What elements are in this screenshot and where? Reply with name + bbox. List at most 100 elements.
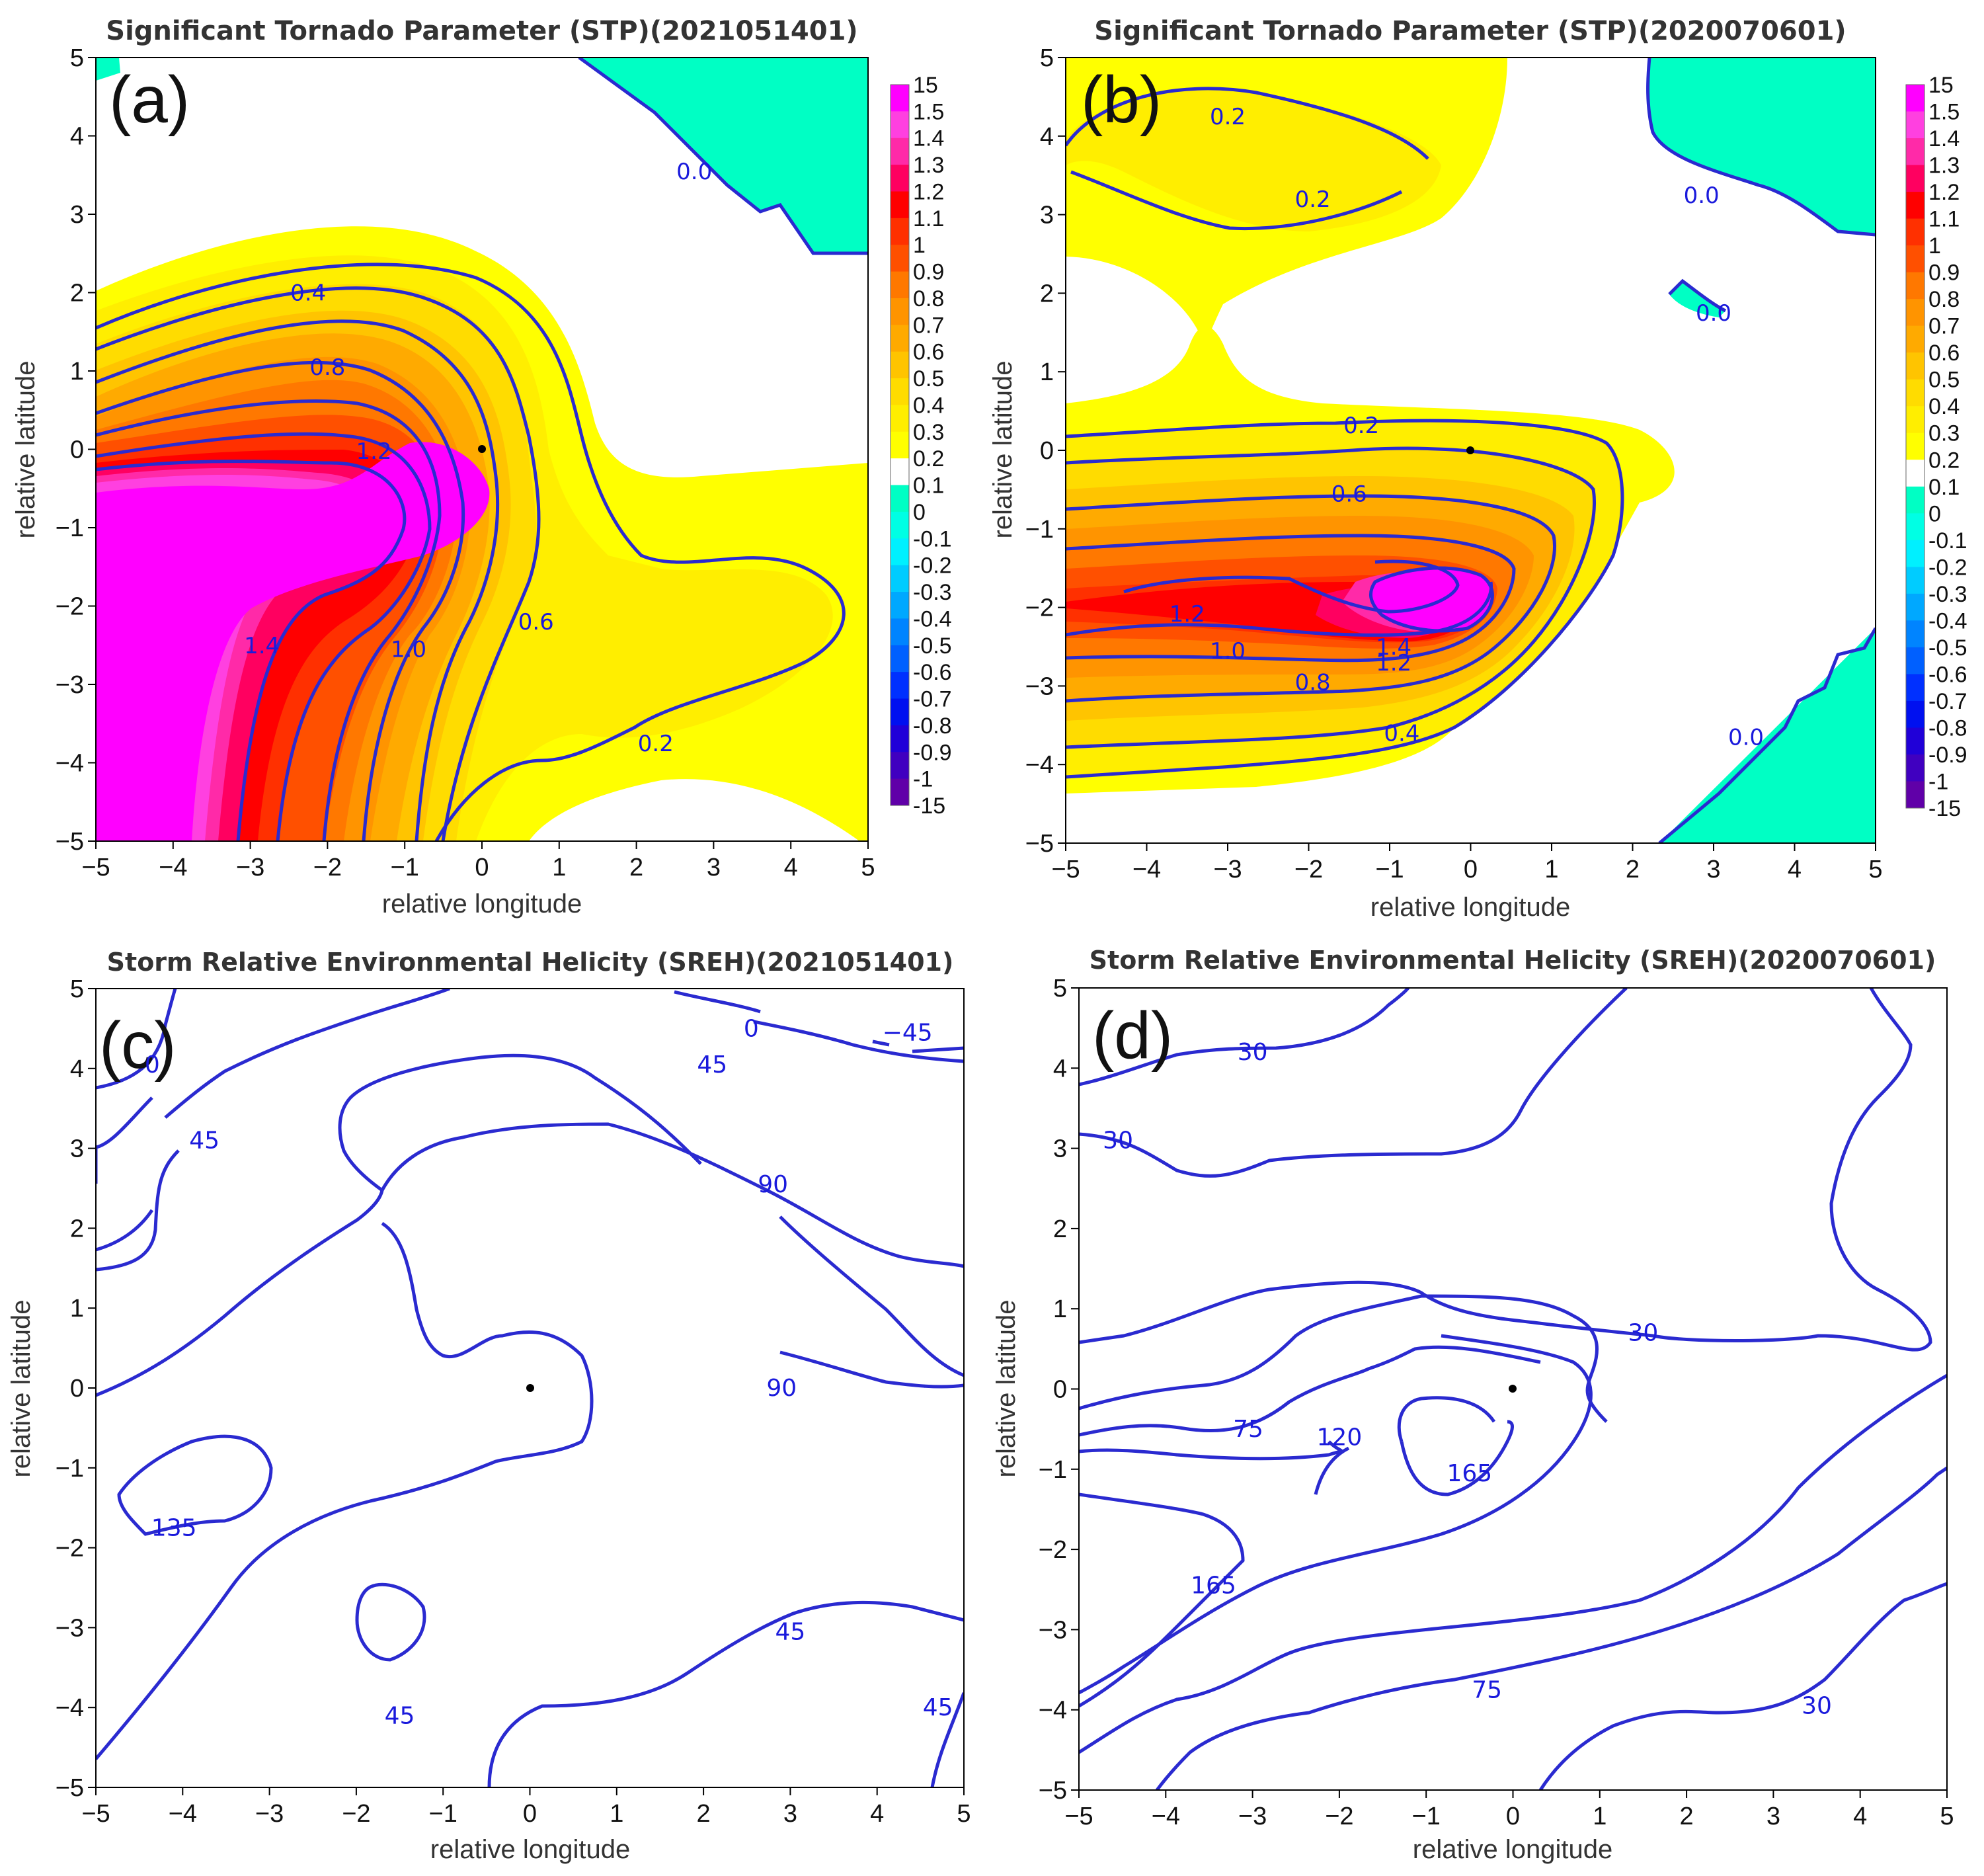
colorbar-swatch [1906,85,1924,112]
y-tick-label: 1 [70,358,84,386]
colorbar-label: 0 [913,500,926,525]
y-tick-label: −5 [1039,1777,1067,1805]
y-tick-label: 3 [70,201,84,229]
colorbar-swatch [1906,299,1924,327]
colorbar-swatch [1906,540,1924,567]
panel-c-contours [96,989,964,1787]
y-tick-label: −2 [56,1535,84,1563]
x-tick-label: 2 [697,1800,711,1828]
colorbar-label: 0.6 [1928,341,1960,366]
colorbar-swatch [1906,325,1924,353]
contour-label: 75 [1472,1676,1502,1703]
colorbar-swatch [891,405,909,432]
x-tick-label: −3 [1213,856,1242,883]
y-tick-label: −3 [1039,1616,1067,1644]
panel-b-storm-center [1466,446,1474,454]
x-tick-label: −2 [342,1800,370,1828]
x-tick-label: 3 [707,854,721,881]
y-tick-label: 1 [70,1295,84,1323]
colorbar-label: -0.1 [913,526,952,551]
panel-c-letter: (c) [99,1008,177,1082]
colorbar-label: -0.3 [1928,582,1967,607]
x-tick-label: 1 [610,1800,623,1828]
y-tick-label: −5 [56,828,84,856]
y-tick-label: −1 [1025,516,1054,544]
x-tick-label: 5 [861,854,875,881]
panel-b: Significant Tornado Parameter (STP)(2020… [988,16,1883,922]
x-tick-label: −4 [1132,856,1161,883]
x-tick-label: −3 [236,854,264,881]
contour-label: 0 [145,1051,160,1079]
colorbar-swatch [1906,218,1924,246]
contour-label: 0.0 [1696,300,1731,327]
colorbar-label: 1.2 [1928,180,1960,205]
y-tick-label: −5 [1025,830,1054,858]
colorbar-label: 1.5 [1928,100,1960,125]
y-tick-label: 3 [70,1135,84,1163]
panel-a-fill [96,58,868,841]
y-tick-label: −1 [56,514,84,542]
panel-d-x-ticks: −5 −4 −3 −2 −1 0 1 2 3 4 5 [1064,1790,1954,1830]
contour-label: 0 [744,1015,759,1042]
colorbar-label: -0.3 [913,580,952,605]
colorbar-swatch [891,672,909,700]
x-tick-label: −4 [1152,1803,1180,1830]
colorbar-swatch [891,618,909,646]
colorbar-swatch [891,271,909,299]
colorbar-swatch [891,138,909,165]
colorbar-swatch [1906,352,1924,380]
colorbar-label: -0.9 [1928,743,1967,768]
y-tick-label: 5 [1040,44,1054,72]
panel-a-contour-labels: 0.0 0.4 0.8 1.2 1.4 1.0 0.6 0.2 [244,159,712,757]
colorbar-label: -0.9 [913,740,952,765]
contour-label: 1.4 [1376,634,1411,661]
y-tick-label: 1 [1040,358,1054,386]
panel-b-contour-labels: 0.20.2 0.00.00.20.61.21.41.21.00.80.4 0.0 [1170,104,1764,751]
panel-a-storm-center [478,445,486,453]
x-tick-label: 0 [1506,1803,1520,1830]
colorbar-label: -1 [913,767,933,792]
contour-label: 30 [1238,1039,1268,1066]
contour-label: 90 [758,1171,788,1198]
colorbar-label: 1 [913,233,926,258]
contour-label: 0.0 [1728,725,1764,751]
contour-label: 165 [1447,1460,1492,1487]
colorbar-swatch [891,325,909,352]
colorbar-label: 1 [1928,233,1941,259]
colorbar-swatch [1906,486,1924,514]
colorbar-label: -0.7 [913,687,952,712]
y-tick-label: −1 [1039,1456,1067,1484]
colorbar-swatch [891,298,909,325]
contour-label: 1.4 [244,633,280,659]
x-tick-label: 1 [1544,856,1558,883]
contour-label: 120 [1317,1424,1363,1451]
colorbar-swatch [891,111,909,139]
colorbar-swatch [1906,192,1924,220]
x-tick-label: 3 [1766,1803,1780,1830]
contour-label: 0.2 [1343,413,1379,439]
colorbar-swatch [1906,138,1924,166]
x-tick-label: −5 [1051,856,1080,883]
colorbar-label: -0.7 [1928,689,1967,714]
colorbar-swatch [1906,513,1924,541]
colorbar-label: -0.2 [913,553,952,579]
contour-label: 0.2 [1295,186,1331,213]
x-tick-label: −5 [1064,1803,1093,1830]
x-tick-label: 4 [870,1800,884,1828]
colorbar-swatch [891,511,909,539]
colorbar-swatch [891,218,909,245]
panel-d-contours [1079,988,1947,1790]
colorbar-swatch [1906,567,1924,594]
colorbar-label: 1.4 [913,126,944,151]
panel-c: Storm Relative Environmental Helicity (S… [7,948,971,1864]
panel-d: Storm Relative Environmental Helicity (S… [992,946,1954,1864]
y-tick-label: −3 [56,1614,84,1642]
x-tick-label: 2 [1680,1803,1694,1830]
y-tick-label: −3 [1025,673,1054,700]
panel-c-x-ticks: −5 −4 −3 −2 −1 0 1 2 3 4 5 [81,1787,971,1828]
panel-d-y-ticks: −5 −4 −3 −2 −1 0 1 2 3 4 5 [1039,975,1079,1805]
contour-label: −45 [883,1019,933,1046]
panel-a-x-ticks: −5 −4 −3 −2 −1 0 1 2 3 4 5 [81,841,875,881]
y-tick-label: 2 [1040,280,1054,307]
